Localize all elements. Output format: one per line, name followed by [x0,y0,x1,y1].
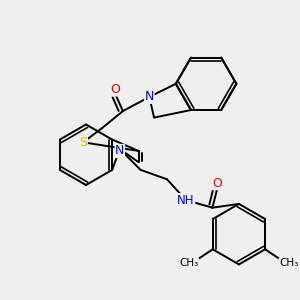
Text: N: N [115,144,124,158]
Text: CH₃: CH₃ [279,259,298,269]
Text: S: S [79,136,87,149]
Text: NH: NH [177,194,195,207]
Text: N: N [145,90,154,104]
Text: CH₃: CH₃ [179,259,199,269]
Text: O: O [212,177,222,190]
Text: O: O [110,83,120,96]
